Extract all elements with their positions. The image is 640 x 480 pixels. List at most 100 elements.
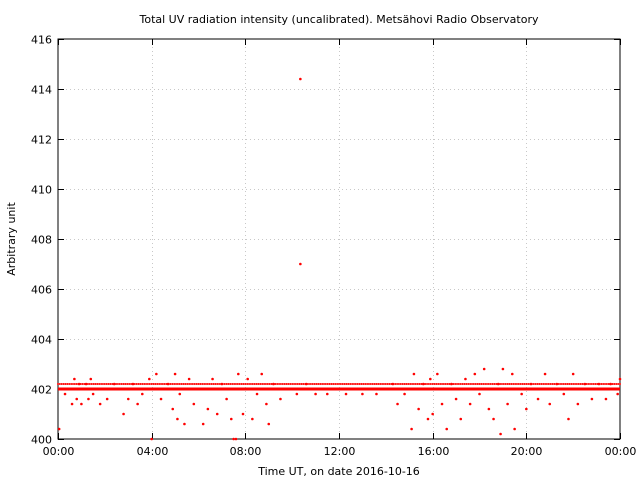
data-point [111, 383, 114, 385]
data-point [57, 427, 61, 431]
data-point [126, 383, 129, 385]
data-point [482, 367, 486, 371]
data-point [73, 383, 76, 385]
data-point [232, 437, 235, 441]
x-tick-label: 00:00 [43, 445, 75, 458]
data-point [124, 383, 127, 385]
data-point [238, 383, 241, 385]
baseline-band [58, 387, 620, 391]
data-point [504, 383, 507, 385]
data-point [520, 392, 523, 396]
data-point [133, 383, 136, 385]
data-point [96, 383, 99, 385]
data-point [211, 377, 214, 381]
data-point [63, 392, 67, 396]
data-point [182, 383, 185, 385]
data-point [375, 383, 378, 385]
y-tick-label: 402 [31, 384, 52, 397]
data-point [314, 392, 317, 396]
data-point [66, 383, 69, 385]
y-tick-label: 408 [31, 234, 52, 247]
data-point [399, 383, 402, 385]
data-point [148, 377, 151, 381]
data-point [354, 383, 357, 385]
data-point [366, 383, 369, 385]
data-point [130, 383, 133, 385]
data-point [369, 383, 372, 385]
data-point [294, 383, 297, 385]
data-point [308, 383, 311, 385]
data-point [352, 383, 355, 385]
data-point [81, 383, 84, 385]
data-point [283, 383, 286, 385]
data-point [493, 383, 496, 385]
data-point [439, 383, 442, 385]
data-point [260, 372, 264, 376]
x-tick-label: 16:00 [418, 445, 450, 458]
data-point [91, 392, 95, 396]
data-point [532, 383, 535, 385]
data-point [251, 417, 254, 421]
data-point [618, 377, 622, 381]
data-point [248, 383, 251, 385]
data-point [298, 383, 301, 385]
data-point [281, 383, 284, 385]
data-point [570, 383, 573, 385]
data-point [576, 402, 580, 406]
data-point [201, 383, 204, 385]
data-point [190, 383, 193, 385]
data-point [90, 383, 93, 385]
data-point [343, 383, 346, 385]
data-point [158, 383, 161, 385]
data-point [154, 383, 157, 385]
data-point [216, 383, 219, 385]
data-point [270, 383, 273, 385]
data-point [444, 383, 447, 385]
data-point [83, 383, 86, 385]
data-point [223, 383, 226, 385]
y-tick-label: 416 [31, 34, 52, 47]
data-point [420, 383, 423, 385]
data-point [424, 383, 427, 385]
data-point [278, 383, 281, 385]
y-tick-label: 412 [31, 134, 52, 147]
data-point [437, 383, 440, 385]
data-point [178, 383, 181, 385]
data-point [214, 383, 217, 385]
data-point [517, 383, 520, 385]
data-point [339, 383, 342, 385]
data-point [510, 372, 514, 376]
data-point [478, 392, 481, 396]
data-point [334, 383, 337, 385]
data-point [139, 383, 142, 385]
data-point [373, 383, 376, 385]
data-point [403, 392, 406, 396]
data-point [572, 383, 575, 385]
grid [58, 39, 620, 439]
data-point [100, 383, 103, 385]
data-point [499, 432, 502, 436]
data-point [173, 383, 176, 385]
data-point [176, 417, 179, 421]
data-point [617, 383, 620, 385]
data-point [587, 383, 590, 385]
data-point [231, 383, 234, 385]
data-point [377, 383, 380, 385]
data-point [495, 383, 498, 385]
data-point [540, 383, 543, 385]
data-point [293, 383, 296, 385]
data-point [431, 412, 434, 416]
data-point [94, 383, 97, 385]
data-point [600, 383, 603, 385]
data-point [186, 383, 189, 385]
data-point [459, 383, 462, 385]
data-point [135, 383, 138, 385]
data-point [229, 417, 233, 421]
data-point [171, 383, 174, 385]
data-point [227, 383, 230, 385]
data-point [330, 383, 333, 385]
data-point [427, 383, 430, 385]
data-point [60, 383, 63, 385]
x-tick-label: 20:00 [511, 445, 543, 458]
